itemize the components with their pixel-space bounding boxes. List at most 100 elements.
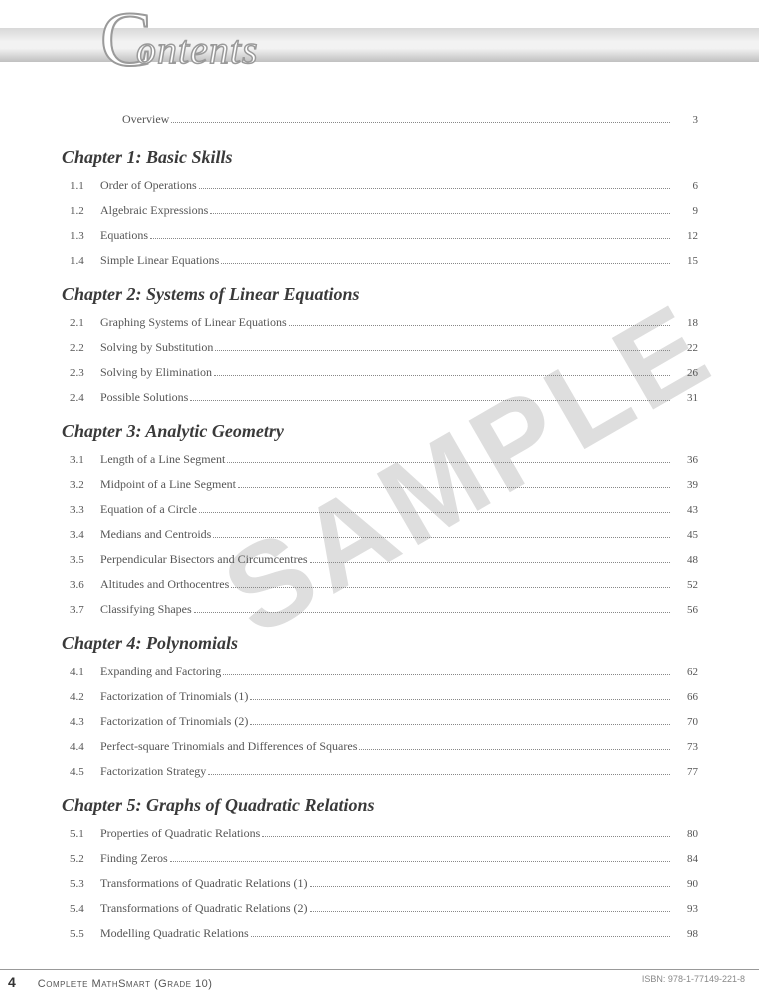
toc-leader-dots	[310, 911, 670, 912]
toc-section-number: 4.2	[62, 691, 100, 703]
page-footer: 4 Complete MathSmart (Grade 10) ISBN: 97…	[0, 969, 759, 990]
toc-label: Order of Operations	[100, 178, 197, 193]
toc-section-number: 1.4	[62, 255, 100, 267]
toc-label: Factorization Strategy	[100, 764, 206, 779]
toc-page: 39	[674, 479, 698, 491]
toc-item-row: 3.3Equation of a Circle43	[62, 502, 698, 517]
toc-section-number: 2.4	[62, 392, 100, 404]
toc-leader-dots	[359, 749, 670, 750]
toc-leader-dots	[170, 861, 670, 862]
toc-item-row: 5.3Transformations of Quadratic Relation…	[62, 876, 698, 891]
toc-page: 93	[674, 903, 698, 915]
toc-item-row: 3.4Medians and Centroids 45	[62, 527, 698, 542]
toc-leader-dots	[250, 724, 670, 725]
toc-item-row: 3.1Length of a Line Segment36	[62, 452, 698, 467]
toc-section-number: 3.6	[62, 579, 100, 591]
toc-page: 84	[674, 853, 698, 865]
chapter-title: Chapter 5: Graphs of Quadratic Relations	[62, 795, 698, 816]
toc-leader-dots	[250, 699, 670, 700]
toc-page: 80	[674, 828, 698, 840]
toc-label: Solving by Elimination	[100, 365, 212, 380]
toc-item-row: 3.6Altitudes and Orthocentres52	[62, 577, 698, 592]
toc-label: Perpendicular Bisectors and Circumcentre…	[100, 552, 308, 567]
toc-section-number: 5.4	[62, 903, 100, 915]
toc-page: 3	[674, 114, 698, 126]
toc-item-row: 2.2Solving by Substitution22	[62, 340, 698, 355]
title-rest: ontents	[136, 27, 259, 72]
toc-page: 22	[674, 342, 698, 354]
toc-label: Altitudes and Orthocentres	[100, 577, 229, 592]
toc-page: 98	[674, 928, 698, 940]
toc-section-number: 3.2	[62, 479, 100, 491]
toc-item-row: 4.5Factorization Strategy77	[62, 764, 698, 779]
toc-item-row: 3.7Classifying Shapes 56	[62, 602, 698, 617]
toc-page: 77	[674, 766, 698, 778]
toc-label: Factorization of Trinomials (1)	[100, 689, 248, 704]
toc-page: 56	[674, 604, 698, 616]
toc-leader-dots	[223, 674, 670, 675]
toc-section-number: 4.3	[62, 716, 100, 728]
toc-overview-row: Overview 3	[122, 112, 698, 127]
toc-section-number: 5.1	[62, 828, 100, 840]
toc-page: 12	[674, 230, 698, 242]
toc-label: Length of a Line Segment	[100, 452, 225, 467]
toc-item-row: 3.2Midpoint of a Line Segment 39	[62, 477, 698, 492]
toc-label: Factorization of Trinomials (2)	[100, 714, 248, 729]
toc-label: Possible Solutions	[100, 390, 188, 405]
toc-leader-dots	[190, 400, 670, 401]
toc-page: 15	[674, 255, 698, 267]
toc-leader-dots	[194, 612, 670, 613]
toc-item-row: 2.3Solving by Elimination 26	[62, 365, 698, 380]
toc-section-number: 5.3	[62, 878, 100, 890]
toc-item-row: 5.2Finding Zeros 84	[62, 851, 698, 866]
toc-page: 45	[674, 529, 698, 541]
toc-page: 26	[674, 367, 698, 379]
toc-item-row: 4.2Factorization of Trinomials (1)66	[62, 689, 698, 704]
toc-label: Transformations of Quadratic Relations (…	[100, 876, 308, 891]
toc-leader-dots	[215, 350, 670, 351]
toc-section-number: 3.5	[62, 554, 100, 566]
toc-page: 73	[674, 741, 698, 753]
toc-label: Transformations of Quadratic Relations (…	[100, 901, 308, 916]
toc-leader-dots	[238, 487, 670, 488]
toc-leader-dots	[199, 512, 670, 513]
toc-leader-dots	[150, 238, 670, 239]
toc-label: Graphing Systems of Linear Equations	[100, 315, 287, 330]
toc-leader-dots	[213, 537, 670, 538]
toc-item-row: 5.4Transformations of Quadratic Relation…	[62, 901, 698, 916]
toc-section-number: 3.3	[62, 504, 100, 516]
toc-section-number: 5.2	[62, 853, 100, 865]
footer-page-number: 4	[0, 974, 16, 990]
toc-section-number: 1.1	[62, 180, 100, 192]
toc-leader-dots	[210, 213, 670, 214]
toc-page: 36	[674, 454, 698, 466]
toc-section-number: 2.1	[62, 317, 100, 329]
toc-item-row: 4.3Factorization of Trinomials (2)70	[62, 714, 698, 729]
toc-label: Medians and Centroids	[100, 527, 211, 542]
toc-leader-dots	[231, 587, 670, 588]
toc-label: Finding Zeros	[100, 851, 168, 866]
toc-item-row: 1.3Equations12	[62, 228, 698, 243]
page-title: Contents	[100, 8, 259, 75]
toc-section-number: 3.4	[62, 529, 100, 541]
toc-item-row: 1.4Simple Linear Equations15	[62, 253, 698, 268]
footer-book-title: Complete MathSmart (Grade 10)	[38, 978, 213, 990]
toc-leader-dots	[214, 375, 670, 376]
toc-item-row: 2.4Possible Solutions 31	[62, 390, 698, 405]
toc-item-row: 2.1Graphing Systems of Linear Equations1…	[62, 315, 698, 330]
toc-item-row: 1.1Order of Operations6	[62, 178, 698, 193]
chapter-title: Chapter 1: Basic Skills	[62, 147, 698, 168]
toc-label: Midpoint of a Line Segment	[100, 477, 236, 492]
toc-leader-dots	[251, 936, 670, 937]
toc-item-row: 4.1Expanding and Factoring62	[62, 664, 698, 679]
toc-item-row: 4.4Perfect-square Trinomials and Differe…	[62, 739, 698, 754]
toc-item-row: 1.2Algebraic Expressions9	[62, 203, 698, 218]
toc-section-number: 2.3	[62, 367, 100, 379]
toc-section-number: 3.7	[62, 604, 100, 616]
toc-section-number: 4.1	[62, 666, 100, 678]
toc-leader-dots	[227, 462, 670, 463]
toc-label: Classifying Shapes	[100, 602, 192, 617]
toc-label: Equations	[100, 228, 148, 243]
toc-section-number: 4.4	[62, 741, 100, 753]
toc-page: 31	[674, 392, 698, 404]
